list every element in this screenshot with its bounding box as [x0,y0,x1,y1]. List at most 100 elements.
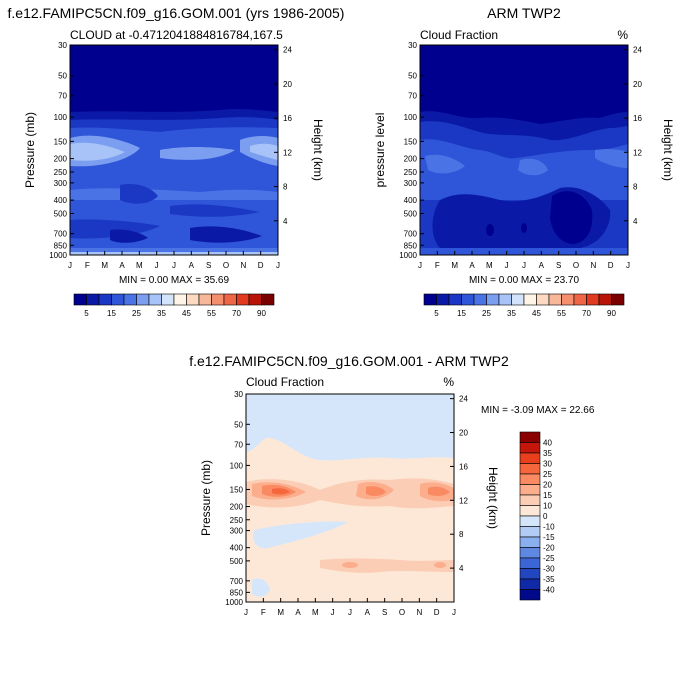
colorbar-swatch [519,589,541,601]
panel-model-title: f.e12.FAMIPC5CN.f09_g16.GOM.001 (yrs 198… [8,5,345,21]
colorbar-label: 0 [543,512,548,521]
pressure-tick-label: 50 [58,72,67,81]
colorbar-label: 15 [107,309,116,318]
colorbar-label: 20 [543,481,552,490]
panel-obs-title: ARM TWP2 [487,5,561,21]
colorbar-swatch [519,578,541,590]
height-tick-label: 8 [283,183,288,192]
pressure-tick-label: 100 [404,113,418,122]
pressure-tick-label: 1000 [225,598,243,607]
panel-obs-minmax: MIN = 0.00 MAX = 23.70 [469,275,579,286]
colorbar-swatch [98,293,112,306]
colorbar-swatch [136,293,150,306]
colorbar-label: 55 [557,309,566,318]
pressure-tick-label: 150 [404,137,418,146]
pressure-tick-label: 700 [230,577,244,586]
panel-obs-ylabel: pressure level [373,113,387,188]
month-tick-label: J [331,608,335,617]
colorbar-swatch [519,484,541,496]
colorbar-swatch [261,293,275,306]
pressure-tick-label: 150 [54,137,68,146]
pressure-tick-label: 50 [234,420,243,429]
height-tick-label: 12 [633,148,642,157]
colorbar-swatch [519,505,541,517]
month-tick-label: J [68,261,72,270]
height-tick-label: 4 [283,217,288,226]
colorbar-swatch [186,293,200,306]
pressure-tick-label: 850 [230,588,244,597]
colorbar-label: 5 [434,309,439,318]
pressure-tick-label: 500 [54,209,68,218]
month-tick-label: J [505,261,509,270]
panel-model-colorbar: 5 15 25 35 45 55 70 90 [73,293,275,318]
month-tick-label: S [382,608,387,617]
month-tick-label: F [261,608,266,617]
month-tick-label: J [418,261,422,270]
month-tick-label: J [155,261,159,270]
colorbar-swatch [519,568,541,580]
pressure-tick-label: 300 [404,179,418,188]
month-tick-label: S [206,261,211,270]
panel-model-height-ticks: 24 20 16 12 8 4 [274,46,292,226]
colorbar-swatch [586,293,600,306]
pressure-tick-label: 200 [404,155,418,164]
colorbar-label: 5 [84,309,89,318]
colorbar-label: 90 [257,309,266,318]
month-tick-label: J [348,608,352,617]
colorbar-label: -30 [543,565,555,574]
panel-obs: ARM TWP2 Cloud Fraction % 30 50 70 100 150 20… [373,5,675,318]
month-tick-label: M [136,261,143,270]
panel-diff-ylabel-right: Height (km) [486,467,500,529]
panel-model: f.e12.FAMIPC5CN.f09_g16.GOM.001 (yrs 198… [8,5,345,318]
panel-diff-unit: % [443,375,454,389]
pressure-tick-label: 70 [58,92,67,101]
height-tick-label: 16 [633,114,642,123]
colorbar-swatch [519,431,541,443]
pressure-tick-label: 700 [404,230,418,239]
month-tick-label: O [223,261,229,270]
colorbar-label: 25 [543,470,552,479]
pressure-tick-label: 150 [230,485,244,494]
panel-obs-unit: % [617,28,628,42]
height-tick-label: 4 [459,564,464,573]
month-tick-label: M [486,261,493,270]
colorbar-swatch [223,293,237,306]
month-tick-label: A [469,261,475,270]
month-tick-label: J [276,261,280,270]
colorbar-swatch [598,293,612,306]
pressure-tick-label: 400 [230,544,244,553]
colorbar-swatch [519,452,541,464]
colorbar-label: 35 [507,309,516,318]
pressure-tick-label: 1000 [49,251,67,260]
panel-model-plot [70,45,278,255]
height-tick-label: 8 [633,183,638,192]
month-tick-label: N [590,261,596,270]
colorbar-label: 25 [132,309,141,318]
colorbar-swatch [236,293,250,306]
month-tick-label: M [101,261,108,270]
colorbar-swatch [198,293,212,306]
height-tick-label: 24 [283,46,292,55]
height-tick-label: 20 [283,80,292,89]
pressure-tick-label: 400 [54,196,68,205]
colorbar-swatch [573,293,587,306]
colorbar-swatch [548,293,562,306]
month-tick-label: J [172,261,176,270]
colorbar-label: 40 [543,439,552,448]
month-tick-label: N [416,608,422,617]
panel-obs-plot [420,45,628,255]
colorbar-swatch [511,293,525,306]
colorbar-swatch [519,515,541,527]
pressure-tick-label: 70 [234,440,243,449]
colorbar-label: 10 [543,502,552,511]
colorbar-label: 30 [543,460,552,469]
month-tick-label: F [85,261,90,270]
colorbar-swatch [561,293,575,306]
colorbar-swatch [536,293,550,306]
colorbar-swatch [211,293,225,306]
colorbar-label: 90 [607,309,616,318]
month-tick-label: J [452,608,456,617]
